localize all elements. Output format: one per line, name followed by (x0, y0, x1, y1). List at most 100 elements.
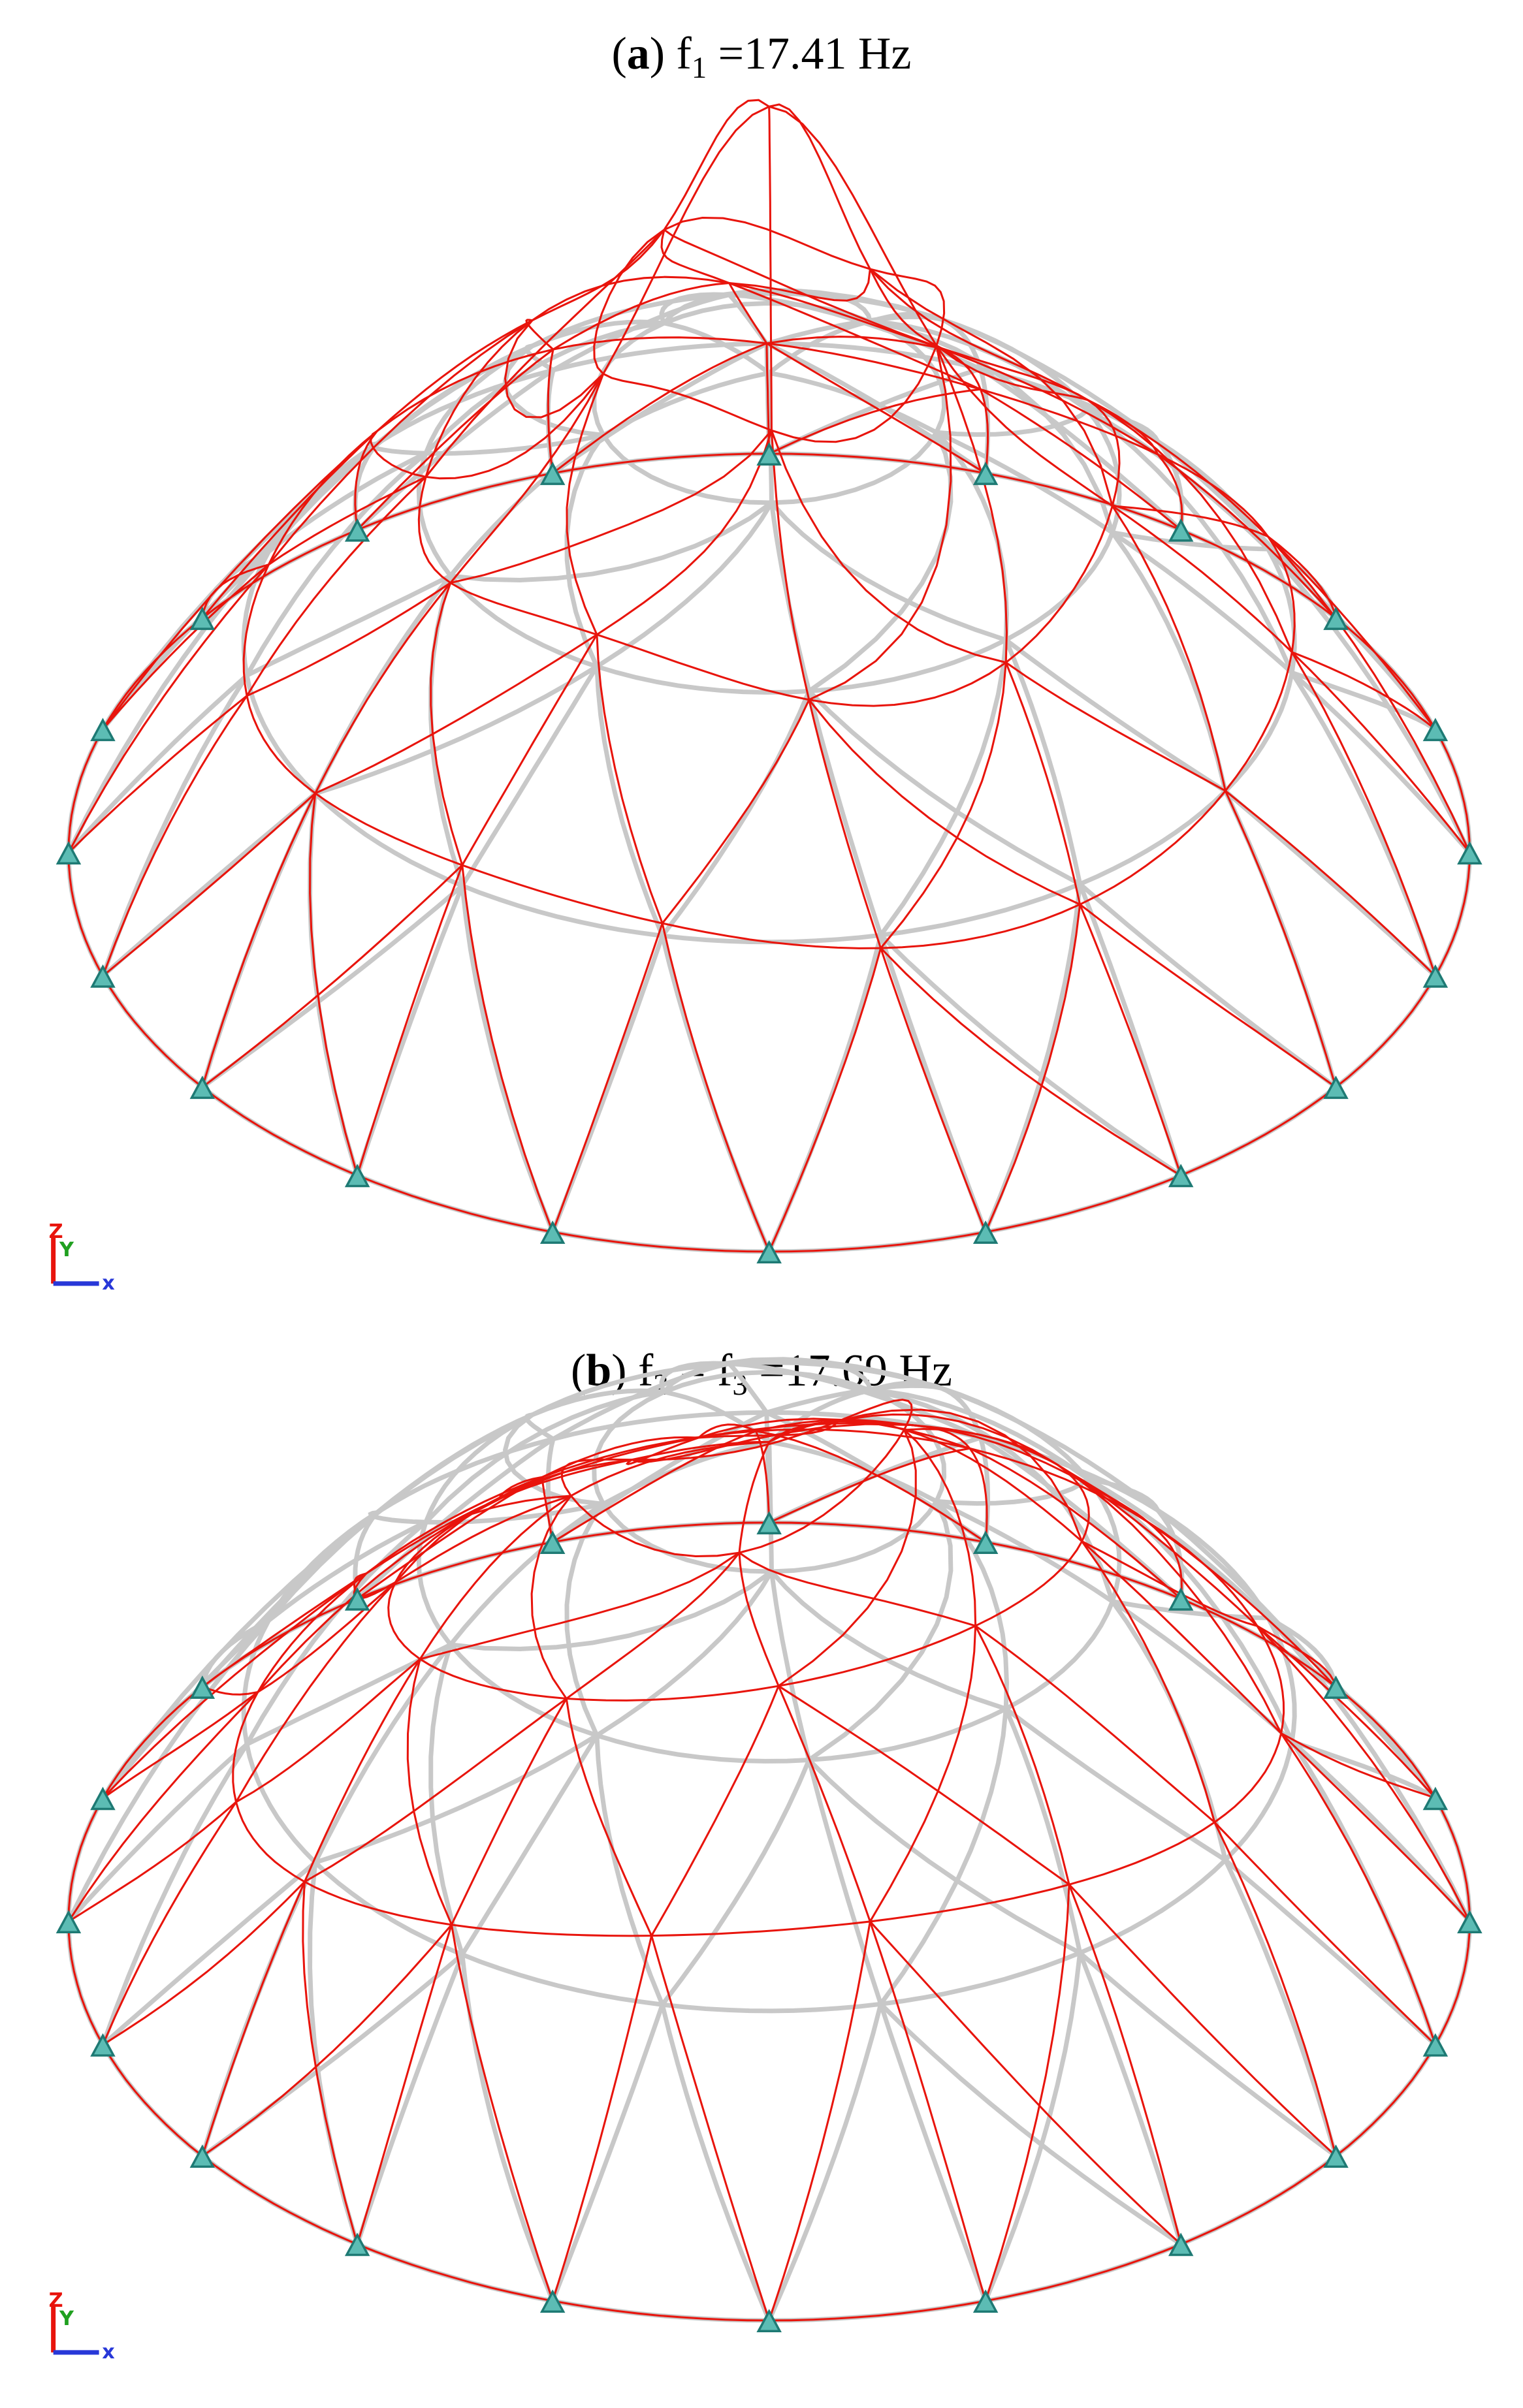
support (972, 462, 999, 485)
undeformed-member (1004, 1707, 1227, 1862)
mode-shape-member (974, 1624, 1215, 1824)
mode-shape-member (738, 1441, 771, 1553)
mode-shape-member (451, 1924, 652, 1937)
undeformed-member (660, 2004, 771, 2322)
undeformed-member (660, 1759, 811, 2006)
undeformed-member (869, 1388, 1089, 1481)
mode-shape-member (201, 430, 378, 619)
mode-shape-member (593, 229, 665, 375)
undeformed-member (807, 431, 954, 693)
undeformed-member (200, 1085, 359, 1178)
mode-shape-member (869, 1921, 987, 2302)
mode-shape-member (302, 1881, 359, 2245)
mode-shape-member (406, 1658, 453, 1925)
mode-shape-member (808, 699, 1081, 906)
mode-shape-member (102, 1801, 237, 2046)
mode-shape-member (1180, 529, 1337, 619)
undeformed-member (659, 1361, 729, 1393)
undeformed-member (244, 674, 317, 795)
undeformed-member (660, 935, 771, 1253)
undeformed-member (807, 1759, 883, 2005)
mode-shape-member (765, 343, 771, 454)
undeformed-member (551, 2004, 665, 2302)
mode-shape-member (837, 1408, 1083, 1542)
undeformed-member (935, 430, 1114, 535)
undeformed-member (460, 885, 555, 1233)
mode-shape-member (903, 1429, 977, 1626)
support (1323, 1075, 1349, 1100)
mode-shape-member (314, 792, 463, 866)
mode-shape-member (1180, 2155, 1337, 2245)
mode-shape-member (566, 1552, 741, 1700)
mode-shape-member (985, 1541, 1181, 1600)
mode-shape-member (553, 1231, 769, 1253)
mode-shape-member (1157, 453, 1337, 619)
undeformed-member (461, 883, 663, 938)
mode-shape-member (769, 105, 938, 347)
mode-shape-member (376, 319, 533, 432)
mode-shape-member (257, 1572, 367, 1693)
mode-shape-member (974, 1540, 1083, 1627)
mode-shape-member (1267, 535, 1337, 619)
undeformed-member (880, 1950, 1081, 2006)
undeformed-member (1004, 1707, 1083, 1954)
undeformed-member (355, 1954, 465, 2245)
mode-shape-member (532, 276, 729, 321)
mode-shape-member (1256, 1625, 1285, 1734)
mode-shape-member (425, 373, 604, 480)
mode-shape-member (777, 1685, 871, 1922)
mode-shape-member (370, 430, 426, 478)
mode-shape-member (202, 1572, 367, 1688)
mode-shape-member (664, 229, 942, 349)
undeformed-member (1179, 2154, 1338, 2247)
support (56, 1910, 82, 1934)
mode-shape-member (1068, 1884, 1182, 2245)
mode-shape-member (547, 349, 554, 473)
mode-shape-member (904, 1429, 1083, 1542)
undeformed-member (1433, 1921, 1472, 2046)
undeformed-member (1110, 531, 1228, 792)
mode-shape-member (661, 699, 810, 925)
mode-shape-member (1146, 1521, 1183, 1599)
undeformed-member (935, 1499, 1009, 1709)
undeformed-member (602, 1439, 770, 1506)
mode-shape-member (728, 282, 768, 344)
mode-shape-member (809, 661, 1007, 707)
mode-shape-member (530, 1495, 572, 1700)
mode-shape-member (969, 1447, 1148, 1523)
undeformed-member (200, 1861, 317, 2157)
mode-shape-member (603, 373, 772, 432)
support (756, 2309, 782, 2332)
undeformed-member (983, 1952, 1083, 2302)
undeformed-member (1266, 1615, 1338, 1688)
mode-shape-member (768, 106, 773, 431)
mode-shape-member (314, 582, 451, 794)
undeformed-member (769, 1570, 1007, 1711)
mode-shape-member (387, 1581, 421, 1660)
mode-shape-member (461, 864, 554, 1233)
undeformed-member (416, 1521, 453, 1647)
mode-shape-member (632, 1420, 839, 1461)
mode-shape-member (985, 472, 1181, 531)
undeformed-member (879, 933, 1183, 1178)
undeformed-member (769, 451, 986, 476)
mode-shape-member (935, 345, 1008, 663)
undeformed-member (531, 319, 665, 349)
undeformed-member (985, 1173, 1182, 1235)
mode-shape-member (304, 1658, 421, 1882)
support (1323, 1675, 1349, 1699)
mode-shape-member (67, 695, 248, 853)
undeformed-member (809, 1707, 1007, 1763)
undeformed-member (729, 1361, 982, 1440)
axis-label: Z (49, 1220, 63, 1243)
mode-shape-member (650, 1685, 780, 1937)
undeformed-member (450, 1570, 773, 1652)
support (1323, 607, 1349, 630)
mode-shape-member (356, 1924, 453, 2245)
undeformed-member (1179, 1085, 1338, 1178)
mode-shape-member (501, 1459, 632, 1499)
mode-shape-member (1087, 399, 1269, 537)
undeformed-member (368, 1510, 426, 1525)
undeformed-member (200, 1618, 270, 1688)
undeformed-member (502, 344, 604, 437)
